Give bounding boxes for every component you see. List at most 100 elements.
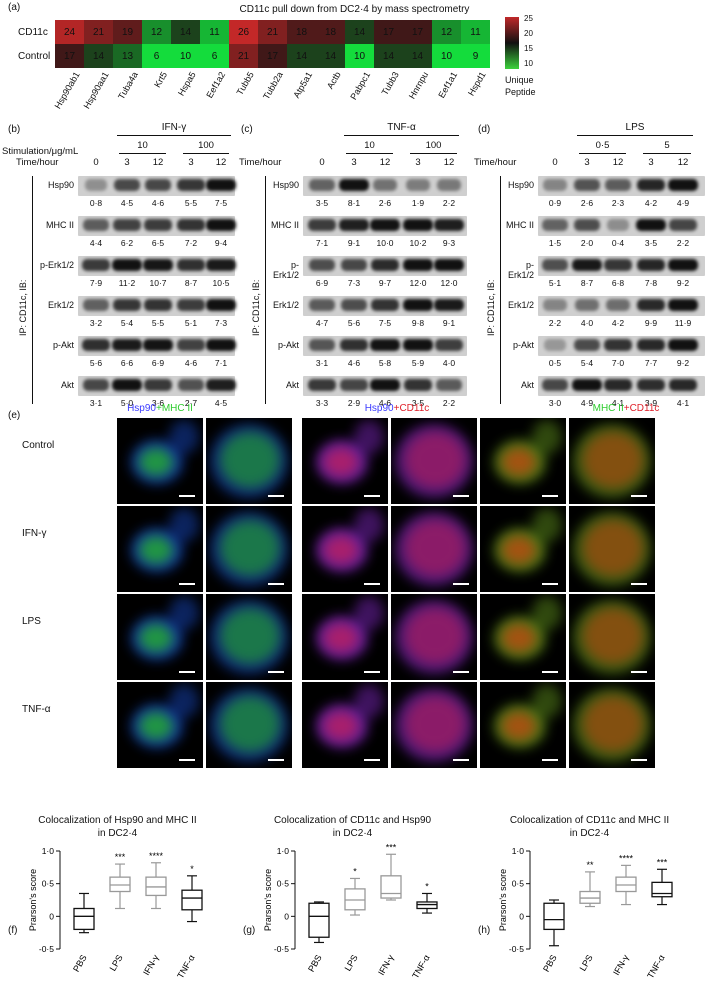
blot-band bbox=[83, 299, 109, 311]
dose-label: 10 bbox=[364, 140, 375, 151]
box-body bbox=[380, 875, 402, 899]
y-tick-label: 0 bbox=[49, 911, 54, 921]
blot-quant: 2·3 bbox=[611, 198, 625, 208]
micro-col-header: Hsp90+CD11c bbox=[342, 403, 452, 414]
blot-quant: 5·4 bbox=[580, 358, 594, 368]
heatmap-x-label: Eef1a1 bbox=[436, 70, 460, 100]
blot-band bbox=[668, 259, 698, 271]
blot-quant: 3·0 bbox=[548, 398, 562, 408]
category-label: PBS bbox=[71, 953, 89, 974]
blot-quant: 2·6 bbox=[378, 198, 392, 208]
dose-underline bbox=[119, 153, 166, 154]
cell-blob bbox=[532, 684, 562, 718]
blot-quant: 10·7 bbox=[149, 278, 167, 288]
heatmap-cell: 10 bbox=[171, 44, 200, 68]
category-label: LPS bbox=[108, 953, 125, 973]
blot-band bbox=[339, 179, 369, 191]
boxplot-svg: 1·0 0·5 0 -0·5 Prarson's score PBS * LPS *** IFN-… bbox=[263, 842, 438, 980]
blot-band bbox=[309, 299, 335, 311]
time-value: 3 bbox=[351, 157, 357, 168]
micrograph bbox=[206, 594, 292, 680]
dose-label: 100 bbox=[198, 140, 214, 151]
scale-bar bbox=[631, 671, 647, 673]
time-value: 3 bbox=[124, 157, 130, 168]
ip-bracket-line bbox=[265, 176, 266, 404]
blot-band bbox=[636, 259, 666, 271]
cell-blob bbox=[139, 624, 173, 652]
panel_c-label: (c) bbox=[241, 124, 253, 135]
panel_b-label: (b) bbox=[8, 124, 21, 135]
blot-quant: 5·4 bbox=[120, 318, 134, 328]
blot-row-label: Akt bbox=[285, 380, 299, 390]
dose-underline bbox=[410, 153, 457, 154]
micrograph bbox=[569, 682, 655, 768]
scale-bar bbox=[364, 759, 380, 761]
cell-blob bbox=[169, 508, 199, 542]
micrograph bbox=[391, 682, 477, 768]
y-axis-label: Prarson's score bbox=[263, 869, 273, 931]
cell-blob bbox=[354, 596, 384, 630]
significance-stars: *** bbox=[115, 852, 126, 862]
category-label: PBS bbox=[541, 953, 559, 974]
cell-blob bbox=[324, 448, 358, 476]
blot-strip bbox=[538, 256, 705, 276]
blot-quant: 4·1 bbox=[611, 398, 625, 408]
cell-blob bbox=[139, 712, 173, 740]
scale-bar bbox=[179, 495, 195, 497]
blot-band bbox=[309, 179, 335, 191]
blot-quant: 3·1 bbox=[89, 398, 103, 408]
panel-c-blot: (c) TNF-α 10 100 Time/hour 0 3 12 3 12 IP: CD11c, … bbox=[235, 120, 470, 410]
heatmap-colorbar bbox=[505, 17, 519, 69]
blot-band bbox=[176, 259, 206, 271]
blot-band bbox=[144, 379, 172, 391]
blot-band bbox=[668, 339, 698, 351]
cell-blob bbox=[532, 596, 562, 630]
blot-quant: 9·9 bbox=[644, 318, 658, 328]
micrograph bbox=[302, 594, 388, 680]
blot-band bbox=[308, 259, 336, 271]
heatmap-cell: 11 bbox=[200, 20, 229, 44]
heatmap-x-label: Hspa5 bbox=[176, 70, 199, 98]
colorbar-tick: 15 bbox=[524, 44, 533, 53]
blot-quant: 2·2 bbox=[442, 198, 456, 208]
category-label: TNF-α bbox=[645, 953, 667, 980]
blot-quant: 7·7 bbox=[644, 358, 658, 368]
blot-band bbox=[372, 179, 398, 191]
blot-quant: 7·5 bbox=[214, 198, 228, 208]
blot-band bbox=[636, 219, 666, 231]
blot-strip bbox=[303, 256, 467, 276]
heatmap-cell: 14 bbox=[316, 44, 345, 68]
heatmap-cell: 21 bbox=[84, 20, 113, 44]
channel-b-label: MHC II bbox=[161, 403, 193, 414]
panel-h-boxplot: (h) Colocalization of CD11c and MHC II in … bbox=[470, 805, 709, 990]
plus-sign: + bbox=[623, 403, 630, 414]
blot-quant: 9·1 bbox=[347, 238, 361, 248]
cell-blob bbox=[354, 684, 384, 718]
blot-strip bbox=[78, 296, 236, 316]
blot-quant: 11·9 bbox=[674, 318, 692, 328]
blot-quant: 4·6 bbox=[347, 358, 361, 368]
blot-band bbox=[668, 379, 698, 391]
significance-stars: *** bbox=[657, 857, 668, 867]
cell-blob bbox=[324, 536, 358, 564]
blot-strip bbox=[303, 376, 467, 396]
scale-bar bbox=[268, 759, 284, 761]
treatment-label: TNF-α bbox=[387, 122, 416, 133]
scale-bar bbox=[268, 583, 284, 585]
blot-quant: 3·1 bbox=[315, 358, 329, 368]
category-label: LPS bbox=[343, 953, 360, 973]
cell-blob bbox=[405, 608, 465, 664]
blot-quant: 1·5 bbox=[548, 238, 562, 248]
heatmap-x-label: Tuba4a bbox=[116, 70, 141, 102]
treatment-underline bbox=[117, 135, 231, 136]
treatment-label: LPS bbox=[625, 122, 645, 133]
box-body bbox=[344, 888, 366, 911]
blot-band bbox=[541, 379, 569, 391]
category-label: LPS bbox=[578, 953, 595, 973]
time-value: 3 bbox=[188, 157, 194, 168]
blot-quant: 4·6 bbox=[151, 198, 165, 208]
blot-strip bbox=[538, 176, 705, 196]
heatmap-row-control: Control bbox=[18, 51, 51, 62]
box-body bbox=[651, 881, 673, 898]
heatmap-cell: 14 bbox=[84, 44, 113, 68]
